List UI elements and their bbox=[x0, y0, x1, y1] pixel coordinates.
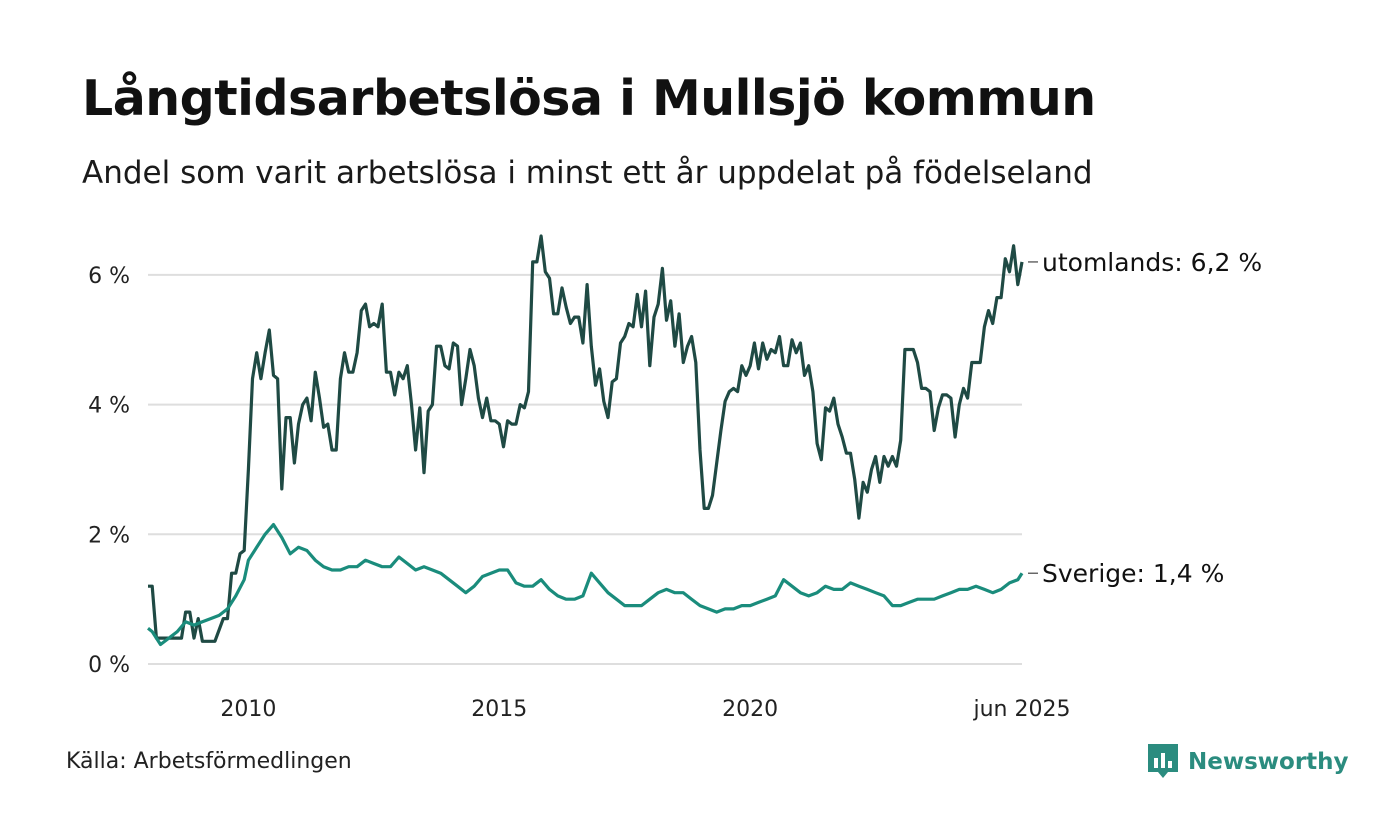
x-tick-label: 2015 bbox=[471, 697, 527, 722]
series-line-utomlands bbox=[148, 234, 1024, 643]
y-axis: 0 % 2 % 4 % 6 % bbox=[88, 264, 130, 678]
chart-subtitle: Andel som varit arbetslösa i minst ett å… bbox=[82, 155, 1093, 191]
x-axis: 2010 2015 2020 jun 2025 bbox=[220, 697, 1070, 722]
brand-name: Newsworthy bbox=[1188, 749, 1349, 775]
y-tick-label: 6 % bbox=[88, 264, 130, 289]
y-tick-label: 4 % bbox=[88, 394, 130, 419]
series-line-sverige bbox=[147, 523, 1024, 647]
brand-logo: Newsworthy bbox=[1148, 744, 1349, 780]
x-tick-label: 2020 bbox=[722, 697, 778, 722]
series-lines bbox=[147, 234, 1024, 647]
line-chart: 0 % 2 % 4 % 6 % 2010 2015 2020 jun 2025 utomla… bbox=[88, 234, 1262, 722]
x-tick-label: 2010 bbox=[220, 697, 276, 722]
series-label-sverige: Sverige: 1,4 % bbox=[1042, 559, 1224, 588]
source-note: Källa: Arbetsförmedlingen bbox=[66, 749, 352, 774]
y-tick-label: 2 % bbox=[88, 523, 130, 548]
series-label-utomlands: utomlands: 6,2 % bbox=[1042, 248, 1262, 277]
chart-title: Långtidsarbetslösa i Mullsjö kommun bbox=[82, 70, 1096, 127]
series-labels: utomlands: 6,2 % Sverige: 1,4 % bbox=[1028, 248, 1262, 588]
gridlines bbox=[148, 273, 1022, 665]
y-tick-label: 0 % bbox=[88, 653, 130, 678]
newsworthy-logo-icon bbox=[1148, 744, 1178, 778]
x-tick-label: jun 2025 bbox=[973, 697, 1071, 722]
